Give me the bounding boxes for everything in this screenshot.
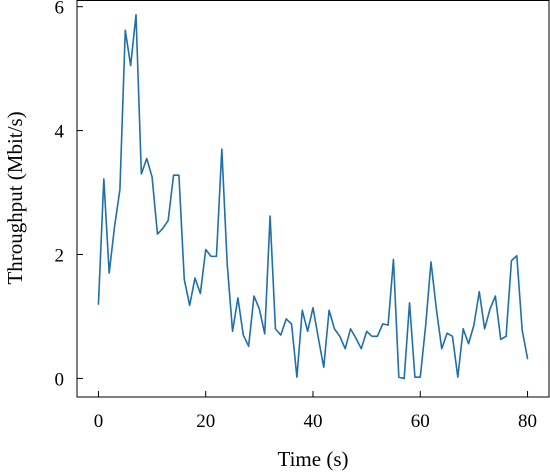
- plot-frame: [76, 0, 550, 398]
- x-tick-label: 20: [196, 411, 215, 432]
- x-axis-label: Time (s): [278, 447, 349, 471]
- y-axis-label: Throughput (Mbit/s): [3, 111, 27, 284]
- x-tick-label: 0: [94, 411, 104, 432]
- x-tick-label: 40: [304, 411, 323, 432]
- y-axis-tick-labels: 0 2 4 6: [55, 0, 65, 390]
- x-tick-label: 60: [411, 411, 430, 432]
- x-axis-ticks: [97, 391, 529, 397]
- y-tick-label: 6: [55, 0, 65, 19]
- y-tick-label: 0: [55, 369, 65, 390]
- throughput-series-line: [97, 13, 529, 380]
- x-axis-tick-labels: 0 20 40 60 80: [94, 411, 537, 432]
- y-axis-ticks: [77, 6, 83, 379]
- y-tick-label: 4: [55, 122, 65, 143]
- x-tick-label: 80: [518, 411, 537, 432]
- y-tick-label: 2: [55, 246, 65, 267]
